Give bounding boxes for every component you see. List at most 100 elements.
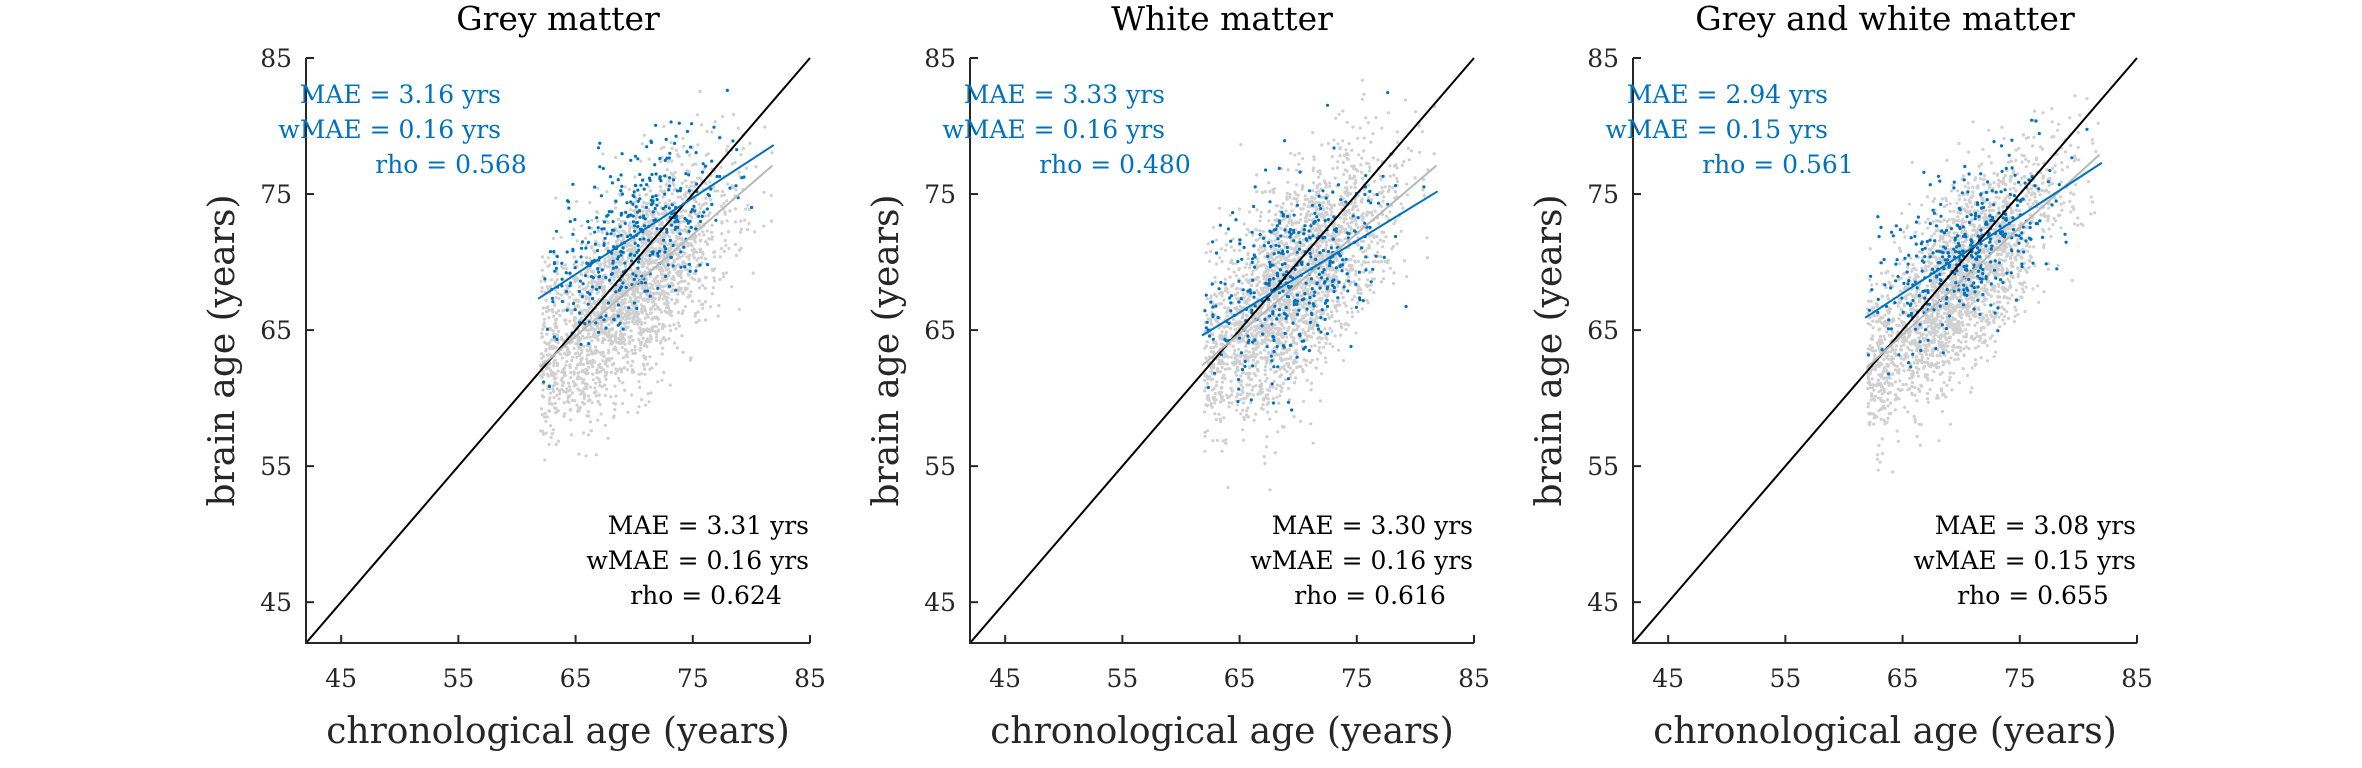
data-point bbox=[643, 367, 647, 371]
data-point bbox=[1245, 383, 1249, 387]
data-point bbox=[644, 339, 648, 344]
data-point bbox=[595, 368, 599, 372]
data-point bbox=[564, 363, 568, 367]
data-point bbox=[662, 253, 666, 257]
data-point bbox=[604, 314, 608, 318]
data-point bbox=[541, 369, 545, 373]
data-point bbox=[1230, 322, 1234, 326]
data-point bbox=[1203, 378, 1207, 382]
data-point bbox=[566, 396, 570, 400]
data-point bbox=[1251, 233, 1255, 237]
data-point bbox=[1307, 326, 1311, 330]
data-point bbox=[1294, 192, 1298, 196]
data-point bbox=[586, 349, 590, 353]
data-point bbox=[589, 314, 593, 319]
data-point bbox=[1261, 230, 1265, 234]
data-point bbox=[698, 238, 703, 242]
data-point bbox=[691, 253, 695, 257]
data-point bbox=[653, 307, 657, 311]
data-point bbox=[1241, 385, 1245, 390]
data-point bbox=[593, 386, 597, 390]
data-point bbox=[725, 199, 729, 203]
data-point bbox=[1285, 235, 1289, 239]
data-point bbox=[748, 141, 752, 145]
data-point bbox=[658, 156, 662, 161]
data-point bbox=[1227, 405, 1231, 409]
data-point bbox=[638, 270, 642, 274]
data-point bbox=[1265, 273, 1269, 277]
data-point bbox=[685, 150, 689, 154]
data-point bbox=[646, 259, 650, 263]
data-point bbox=[1313, 203, 1317, 207]
data-point bbox=[1325, 232, 1330, 236]
data-point bbox=[1305, 378, 1309, 382]
data-point bbox=[593, 274, 598, 278]
data-point bbox=[1333, 234, 1338, 238]
data-point bbox=[679, 276, 683, 280]
data-point bbox=[712, 125, 716, 129]
data-point bbox=[547, 308, 551, 312]
data-point bbox=[1323, 356, 1327, 360]
data-point bbox=[558, 389, 562, 393]
data-point bbox=[541, 275, 545, 279]
data-point bbox=[1323, 333, 1327, 337]
data-point bbox=[582, 396, 586, 400]
data-point bbox=[651, 295, 655, 299]
data-point bbox=[692, 256, 697, 260]
subgroup-rho: rho = 0.568 bbox=[375, 150, 527, 179]
data-point bbox=[1315, 248, 1319, 252]
data-point bbox=[1376, 241, 1380, 245]
x-tick-label: 75 bbox=[677, 664, 709, 693]
data-point bbox=[613, 408, 617, 412]
data-point bbox=[1314, 190, 1318, 194]
data-point bbox=[1401, 206, 1405, 210]
data-point bbox=[663, 309, 667, 313]
data-point bbox=[579, 255, 583, 259]
data-point bbox=[618, 225, 622, 229]
data-point bbox=[657, 283, 661, 287]
data-point bbox=[604, 326, 608, 330]
data-point bbox=[595, 216, 599, 220]
data-point bbox=[560, 299, 564, 304]
data-point bbox=[1295, 168, 1299, 172]
data-point bbox=[645, 212, 649, 216]
data-point bbox=[548, 396, 552, 400]
data-point bbox=[1314, 312, 1318, 316]
data-point bbox=[695, 113, 700, 117]
data-point bbox=[1372, 277, 1377, 281]
data-point bbox=[1236, 403, 1240, 407]
data-point bbox=[658, 341, 663, 345]
data-point bbox=[669, 228, 674, 232]
data-point bbox=[585, 310, 590, 314]
data-point bbox=[1268, 385, 1272, 389]
data-point bbox=[585, 335, 589, 339]
data-point bbox=[645, 183, 649, 187]
data-point bbox=[724, 148, 729, 152]
data-point bbox=[1277, 401, 1281, 405]
data-point bbox=[575, 277, 579, 281]
data-point bbox=[1294, 220, 1298, 224]
data-point bbox=[558, 392, 562, 396]
data-point bbox=[1270, 223, 1274, 227]
data-point bbox=[1362, 92, 1366, 96]
data-point bbox=[1224, 330, 1229, 334]
data-point bbox=[593, 332, 597, 336]
data-point bbox=[1373, 259, 1377, 263]
data-point bbox=[563, 352, 568, 356]
data-point bbox=[1266, 410, 1270, 414]
data-point bbox=[1417, 150, 1422, 154]
data-point bbox=[703, 318, 708, 322]
data-point bbox=[728, 209, 732, 213]
data-point bbox=[587, 328, 591, 332]
data-point bbox=[710, 230, 714, 234]
panel-title: White matter bbox=[1111, 0, 1333, 38]
data-point bbox=[1357, 277, 1361, 281]
data-point bbox=[1225, 309, 1229, 313]
data-point bbox=[1351, 125, 1355, 129]
data-point bbox=[636, 316, 640, 320]
data-point bbox=[586, 302, 590, 306]
data-point bbox=[645, 345, 649, 349]
data-point bbox=[594, 321, 598, 325]
data-point bbox=[662, 125, 666, 129]
data-point bbox=[590, 339, 594, 343]
